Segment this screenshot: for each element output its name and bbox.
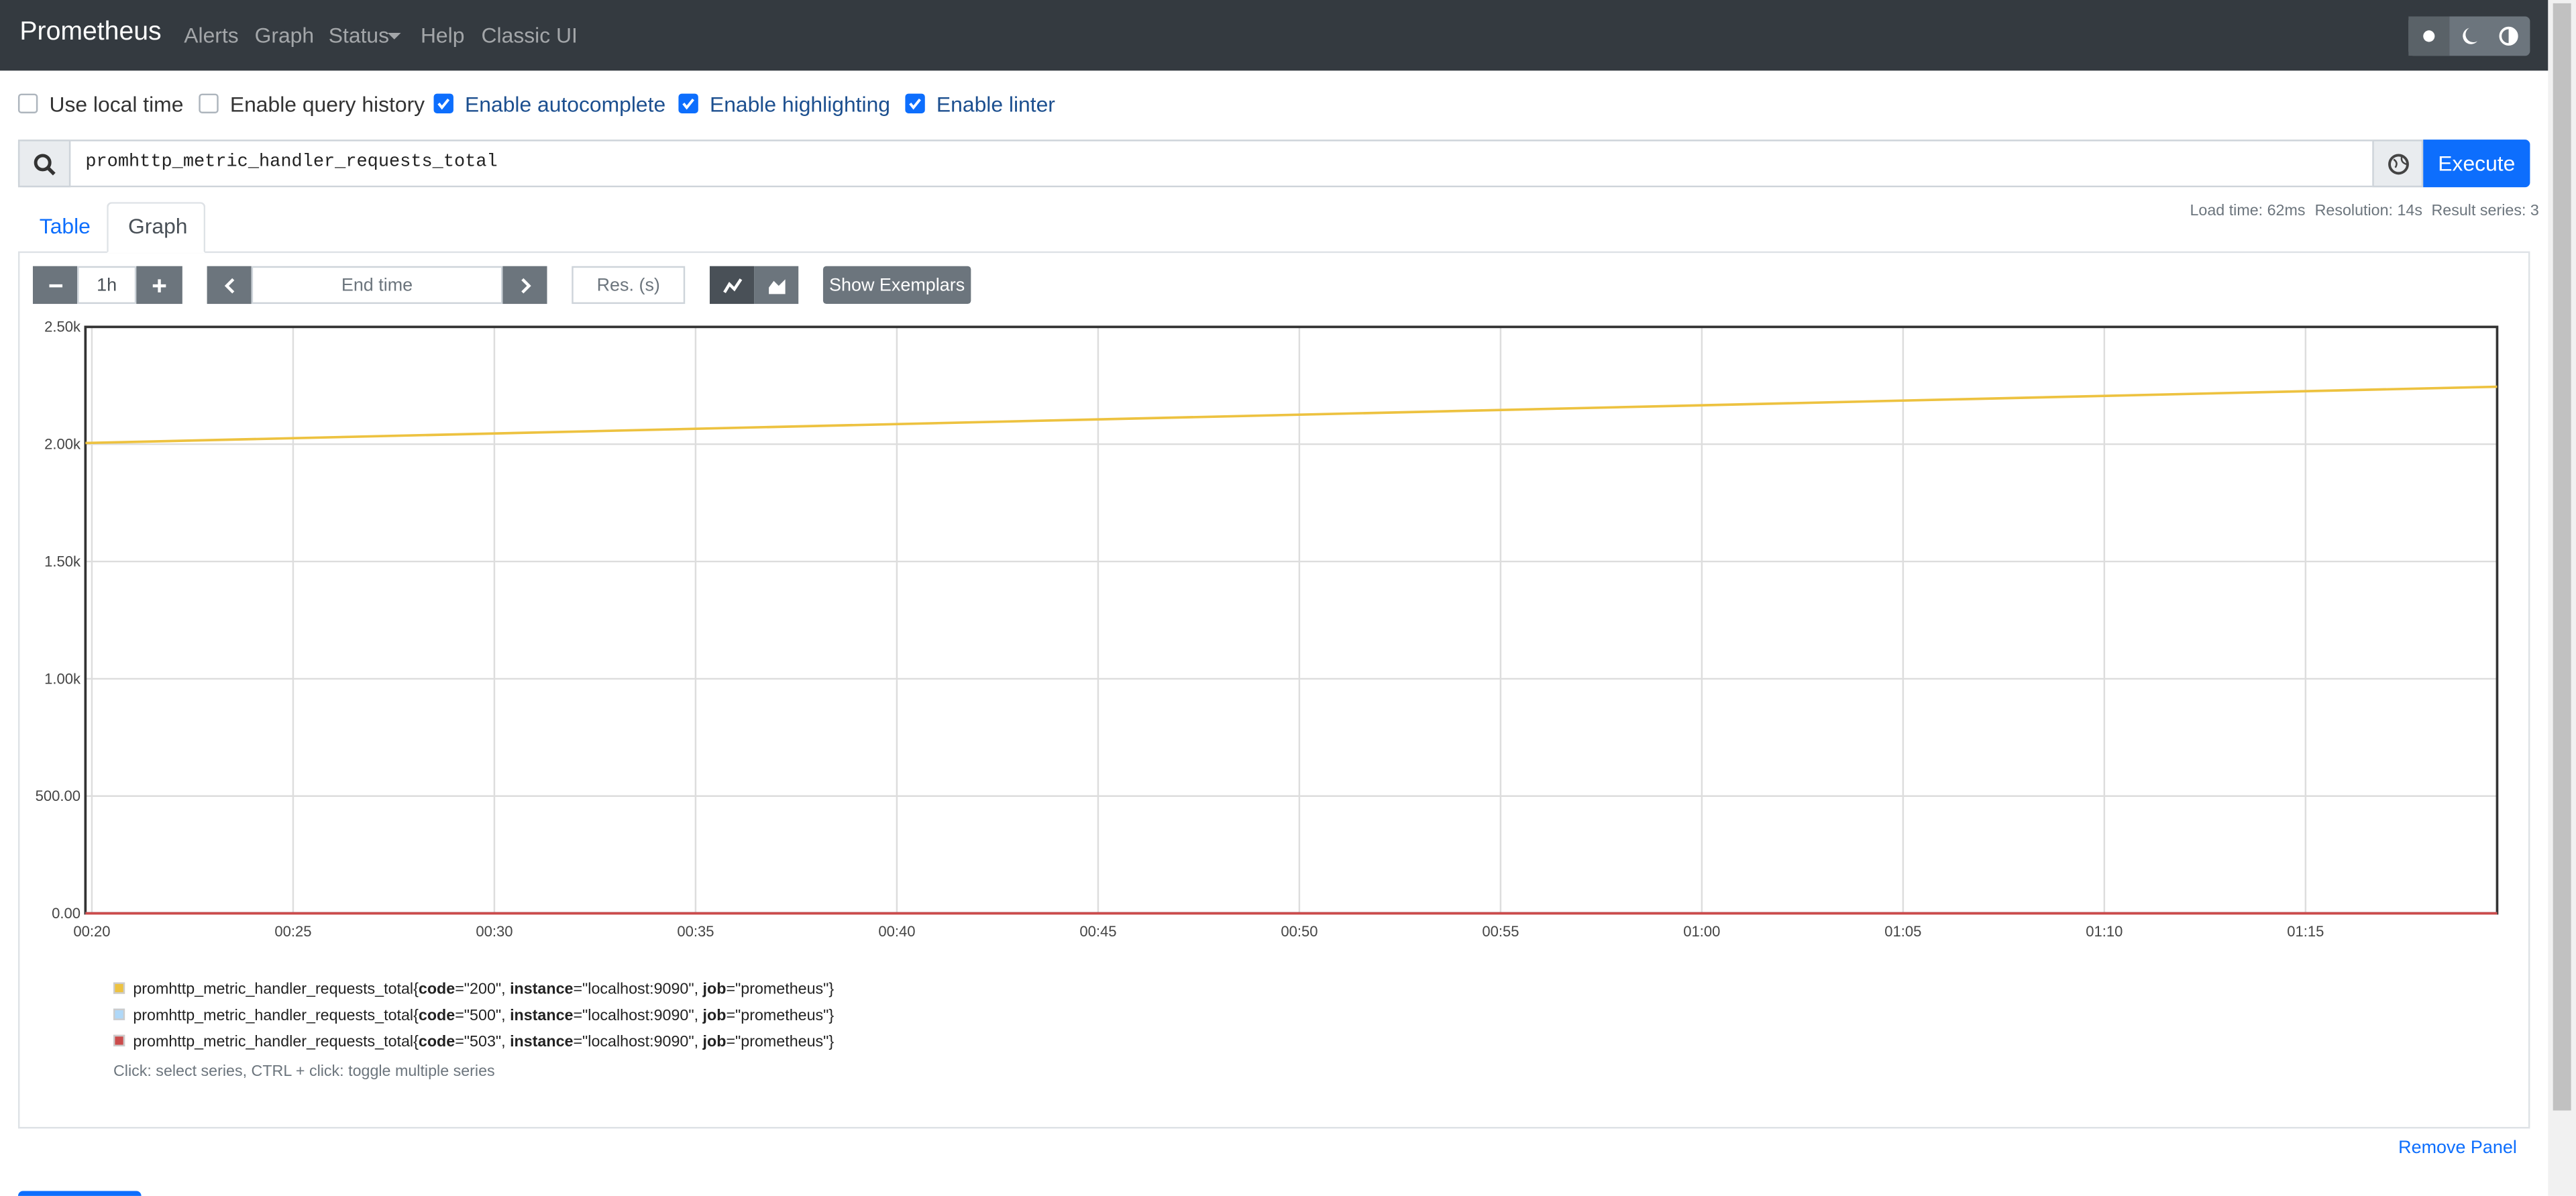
- checkbox-label[interactable]: Enable autocomplete: [465, 92, 666, 117]
- x-tick-label: 01:05: [1884, 923, 1921, 940]
- query-input[interactable]: promhttp_metric_handler_requests_total: [85, 152, 498, 173]
- check-mark: [682, 98, 694, 110]
- x-tick-label: 00:35: [677, 923, 714, 940]
- check-mark: [909, 98, 921, 110]
- range-input[interactable]: 1h: [77, 266, 137, 305]
- search-icon: [34, 153, 56, 175]
- checkbox-label[interactable]: Use local time: [49, 92, 184, 117]
- checkbox[interactable]: [199, 93, 219, 113]
- plus-icon: [152, 278, 166, 292]
- sun-icon: [2423, 30, 2435, 42]
- x-tick-label: 01:15: [2287, 923, 2324, 940]
- legend-swatch[interactable]: [113, 1034, 125, 1047]
- x-tick-label: 00:30: [476, 923, 513, 940]
- stacked-button[interactable]: [754, 266, 799, 305]
- checkbox[interactable]: [17, 93, 38, 113]
- x-tick-label: 00:45: [1079, 923, 1116, 940]
- exemplars-button[interactable]: Show Exemplars: [822, 266, 971, 305]
- theme-toggle[interactable]: [2408, 16, 2530, 56]
- scroll-thumb: [2553, 3, 2571, 1111]
- x-tick-label: 01:10: [2086, 923, 2123, 940]
- auto-half: [2508, 28, 2517, 45]
- series-line: [85, 385, 2498, 445]
- minus-icon: [48, 283, 62, 287]
- x-tick-label: 00:50: [1281, 923, 1318, 940]
- legend-entry[interactable]: promhttp_metric_handler_requests_total{c…: [133, 1007, 835, 1026]
- y-tick-label: 1.00k: [44, 670, 81, 687]
- checkbox-label[interactable]: Enable linter: [936, 92, 1055, 117]
- stat: Resolution: 14s: [2314, 202, 2422, 221]
- checkbox-label[interactable]: Enable highlighting: [709, 92, 891, 117]
- legend-hint: Click: select series, CTRL + click: togg…: [113, 1063, 495, 1081]
- stat: Load time: 62ms: [2190, 202, 2306, 221]
- legend-swatch[interactable]: [113, 982, 125, 994]
- range-minus[interactable]: [32, 266, 78, 305]
- legend-swatch[interactable]: [113, 1008, 125, 1020]
- legend-entry[interactable]: promhttp_metric_handler_requests_total{c…: [133, 1033, 835, 1052]
- check-mark: [437, 98, 450, 110]
- theme-icons: [2408, 16, 2518, 56]
- checkbox[interactable]: [433, 93, 453, 113]
- execute-button[interactable]: Execute: [2423, 140, 2530, 188]
- legend-entry[interactable]: promhttp_metric_handler_requests_total{c…: [133, 981, 835, 999]
- checkbox[interactable]: [905, 93, 925, 113]
- search-icon-box: [17, 140, 71, 188]
- brand[interactable]: Prometheus: [19, 17, 162, 46]
- y-tick-label: 500.00: [36, 787, 80, 804]
- x-tick-label: 01:00: [1683, 923, 1720, 940]
- end-prev[interactable]: [207, 266, 252, 305]
- moon-icon[interactable]: [2463, 28, 2478, 44]
- end-time-input[interactable]: End time: [251, 266, 503, 305]
- status-caret[interactable]: [387, 32, 401, 40]
- nav-link[interactable]: Alerts: [184, 23, 239, 48]
- nav-link[interactable]: Status: [328, 23, 390, 48]
- scrollbar: [2548, 0, 2576, 1196]
- x-tick-label: 00:40: [878, 923, 915, 940]
- remove-panel[interactable]: Remove Panel: [2398, 1138, 2517, 1158]
- panel: [17, 251, 2530, 1129]
- y-tick-label: 1.50k: [44, 553, 81, 569]
- stat: Result series: 3: [2431, 202, 2539, 221]
- resolution-input[interactable]: Res. (s): [572, 266, 686, 305]
- tab[interactable]: Table: [39, 213, 91, 239]
- add-panel-button[interactable]: [17, 1191, 142, 1196]
- x-tick-label: 00:55: [1482, 923, 1519, 940]
- y-tick-label: 0.00: [52, 905, 80, 922]
- tab[interactable]: Graph: [128, 213, 188, 239]
- globe-icon: [2387, 153, 2408, 174]
- y-tick-label: 2.50k: [44, 319, 81, 335]
- navbar: [0, 0, 2548, 71]
- right-icon: [520, 277, 531, 293]
- x-tick-label: 00:25: [274, 923, 311, 940]
- unstacked-button[interactable]: [709, 266, 755, 305]
- tab-box: [107, 202, 206, 254]
- range-plus[interactable]: [136, 266, 182, 305]
- end-next[interactable]: [502, 266, 547, 305]
- nav-link[interactable]: Help: [420, 23, 465, 48]
- line-icon: [722, 277, 742, 292]
- metrics-explorer[interactable]: [2372, 140, 2424, 188]
- y-tick-label: 2.00k: [44, 436, 81, 453]
- checkbox[interactable]: [678, 93, 698, 113]
- nav-link[interactable]: Classic UI: [481, 23, 578, 48]
- checkbox-label[interactable]: Enable query history: [229, 92, 425, 117]
- area-icon: [767, 278, 785, 294]
- nav-link[interactable]: Graph: [254, 23, 315, 48]
- left-icon: [223, 277, 234, 293]
- x-tick-label: 00:20: [73, 923, 110, 940]
